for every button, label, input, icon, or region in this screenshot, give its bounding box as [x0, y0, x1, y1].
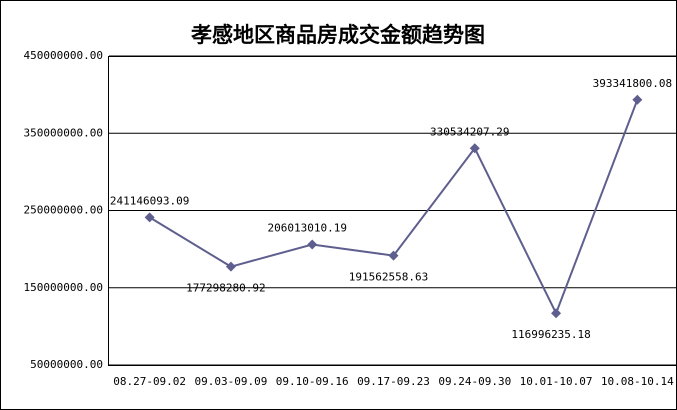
data-point — [144, 212, 155, 223]
y-tick-label: 50000000.00 — [30, 358, 103, 371]
data-label: 241146093.09 — [110, 194, 189, 207]
data-label: 191562558.63 — [349, 271, 428, 284]
data-point — [632, 94, 643, 105]
data-label: 330534207.29 — [430, 125, 509, 138]
y-tick-label: 450000000.00 — [24, 49, 103, 62]
data-point — [469, 143, 480, 154]
data-point — [307, 239, 318, 250]
x-tick-label: 09.10-09.16 — [276, 375, 349, 388]
x-tick-label: 09.24-09.30 — [438, 375, 511, 388]
data-label: 206013010.19 — [267, 221, 346, 234]
data-label: 116996235.18 — [511, 328, 590, 341]
y-tick-label: 150000000.00 — [24, 281, 103, 294]
x-tick-label: 10.08-10.14 — [601, 375, 674, 388]
x-tick-label: 10.01-10.07 — [520, 375, 593, 388]
x-tick-label: 09.03-09.09 — [194, 375, 267, 388]
data-point — [225, 261, 236, 272]
chart-title: 孝感地区商品房成交金额趋势图 — [191, 23, 485, 47]
data-label: 393341800.08 — [593, 77, 672, 90]
data-point — [551, 308, 562, 319]
x-tick-label: 09.17-09.23 — [357, 375, 430, 388]
x-tick-label: 08.27-09.02 — [113, 375, 186, 388]
y-tick-label: 350000000.00 — [24, 126, 103, 139]
y-tick-label: 250000000.00 — [24, 204, 103, 217]
data-label: 177298280.92 — [186, 282, 265, 295]
data-point — [388, 250, 399, 261]
